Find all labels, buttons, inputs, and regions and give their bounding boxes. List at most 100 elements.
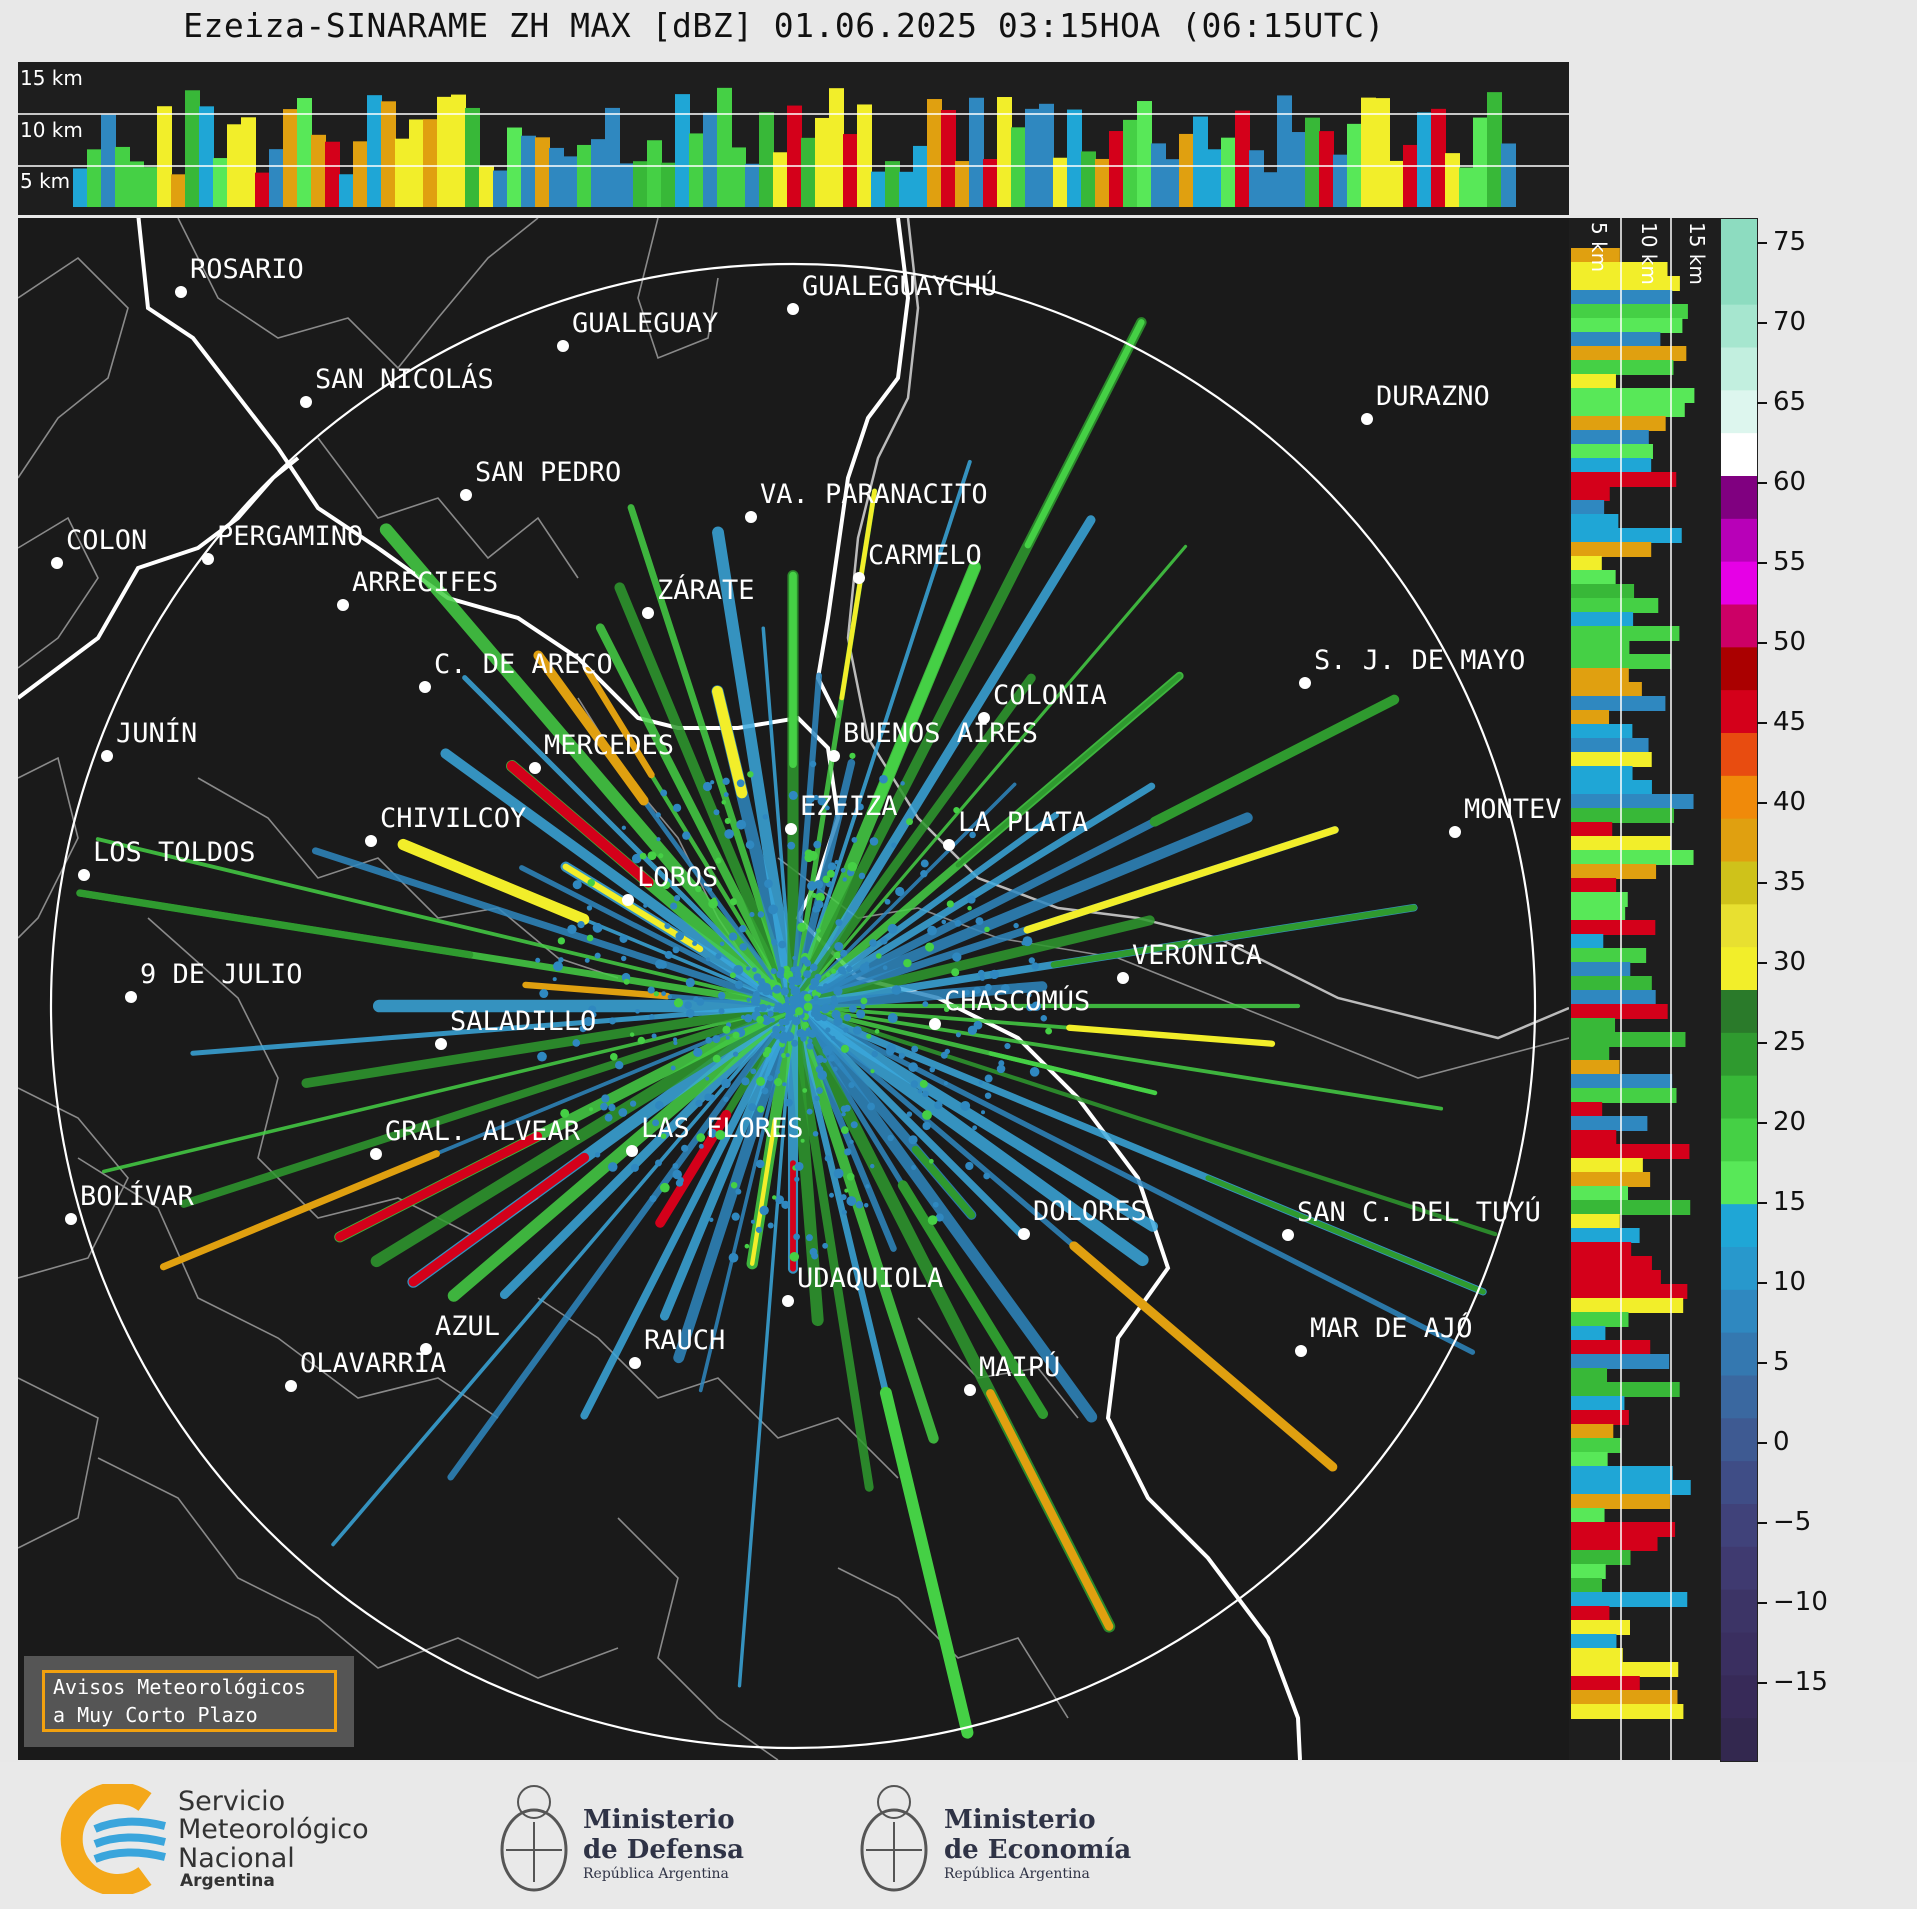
top-band [1403,144,1418,207]
echo-pixel [882,965,888,971]
city-label: DOLORES [1033,1196,1147,1227]
echo-pixel [858,872,866,880]
top-band [87,149,102,207]
right-band [1571,1368,1608,1383]
top-band [1081,151,1096,207]
right-band [1571,1284,1688,1299]
top-band [605,107,620,207]
right-band [1571,1480,1691,1495]
top-band [1207,149,1222,207]
right-band [1571,682,1642,697]
city-dot [1449,826,1461,838]
right-band [1571,1606,1610,1621]
echo-pixel [850,1121,858,1129]
echo-pixel [731,1212,740,1221]
echo-pixel [637,1036,646,1045]
top-band [1039,103,1054,207]
city-dot [51,557,63,569]
right-band [1571,920,1656,935]
top-band [1193,116,1208,207]
echo-ray-core [749,1118,778,1266]
echo-pixel [767,1075,774,1082]
colorbar-tick: 5 [1757,1347,1790,1377]
echo-pixel [770,1032,777,1039]
echo-pixel [975,917,984,926]
top-band [1431,108,1446,207]
right-band [1571,248,1620,263]
right-band [1571,1662,1679,1677]
echo-pixel [911,1045,919,1053]
echo-pixel [1031,962,1039,970]
city-dot [943,839,955,851]
echo-pixel [749,911,755,918]
echo-pixel [693,1047,703,1058]
right-band [1571,1032,1686,1047]
echo-pixel [804,853,814,863]
echo-pixel [927,925,937,936]
top-band [493,170,508,207]
echo-pixel [729,972,736,979]
right-band [1571,696,1666,711]
right-band [1571,1676,1640,1691]
echo-pixel [834,941,844,952]
echo-pixel [733,964,744,975]
smn-logo-icon [60,1784,166,1894]
echo-pixel [844,1188,849,1193]
echo-ray-core [408,1152,590,1287]
right-band [1571,962,1631,977]
echo-ray [788,515,1096,1011]
echo-pixel [823,983,828,989]
right-band [1571,1578,1602,1593]
echo-pixel [615,1061,624,1070]
echo-pixel [784,996,790,1002]
echo-pixel [767,1222,774,1229]
alert-badge[interactable]: Avisos Meteorológicos a Muy Corto Plazo [24,1656,354,1747]
height-label-right-15km: 15 km [1685,222,1709,285]
echo-pixel [910,1080,919,1088]
echo-pixel [833,986,843,996]
echo-pixel [869,939,877,947]
echo-pixel [651,1033,657,1039]
echo-pixel [1022,936,1033,947]
right-band [1571,640,1630,655]
echo-pixel [785,1005,792,1011]
right-band [1571,500,1605,515]
echo-pixel [830,995,838,1002]
right-band [1571,1228,1640,1243]
echo-pixel [744,1243,750,1249]
right-cross-section-panel: 5 km 10 km 15 km [1569,218,1720,1760]
echo-pixel [867,1102,876,1111]
right-band [1571,724,1633,739]
city-dot [370,1148,382,1160]
echo-pixel [864,1203,869,1208]
echo-pixel [874,1029,880,1034]
city-label: LAS FLORES [641,1113,804,1144]
echo-pixel [977,969,985,977]
echo-pixel [620,955,627,962]
top-band [1165,159,1180,207]
radar-map[interactable]: ROSARIO GUALEGUAYCHÚ GUALEGUAY SAN NICOLÁS D… [18,218,1569,1760]
echo-pixel [793,1233,800,1241]
right-band [1571,1620,1630,1635]
city-label: UDAQUIOLA [797,1263,944,1294]
right-band [1571,304,1688,319]
city-dot [964,1384,976,1396]
city-dot [420,1343,432,1355]
echo-ray [101,1004,795,1174]
top-band [955,161,970,207]
echo-pixel [842,877,847,882]
echo-pixel [860,1004,866,1010]
echo-pixel [887,1134,894,1142]
top-band [1305,117,1320,207]
echo-pixel [855,1200,864,1209]
echo-pixel [629,1032,635,1037]
right-band [1571,472,1677,487]
echo-ray [791,544,1188,1008]
right-band [1571,1130,1617,1145]
alert-badge-frame[interactable]: Avisos Meteorológicos a Muy Corto Plazo [42,1670,337,1732]
echo-pixel [658,853,664,859]
top-band [703,112,718,207]
colorbar-tick: 20 [1757,1107,1806,1137]
city-label: JUNÍN [116,718,198,749]
echo-ray [791,459,972,1008]
